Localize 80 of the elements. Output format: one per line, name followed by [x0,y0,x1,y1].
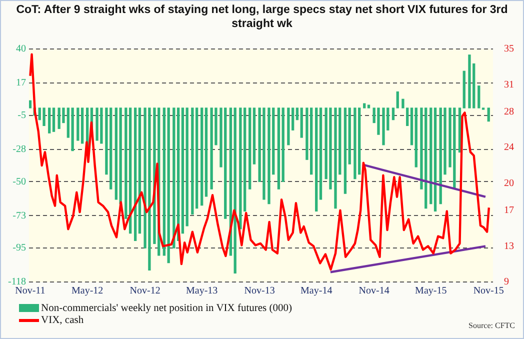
y2-tick-label: 9 [504,276,509,288]
bar [52,108,56,132]
bar [28,100,32,108]
bar [191,108,194,214]
bar [414,108,418,168]
bar [344,108,347,194]
bar [282,108,284,182]
y2-tick-label: 17 [504,204,514,216]
bar [239,108,242,230]
bar [42,108,46,126]
y2-tick-label: 28 [504,106,514,118]
bar [315,108,318,212]
bar [186,108,188,226]
bar [430,108,432,204]
bar [268,108,270,204]
bar [234,108,236,274]
bar [119,108,122,204]
x-tick-label: May-14 [300,286,332,297]
bar [478,86,480,108]
bar [114,108,118,200]
y2-tick-label: 31 [504,79,514,90]
legend-label: Non-commercials' weekly net position in VIX futures (000) [41,302,292,314]
bar [76,108,80,141]
y2-tick-label: 35 [504,44,514,55]
y-tick-label: 17 [16,78,26,89]
bar [124,108,128,219]
bar [487,108,490,122]
y-tick-label: -5 [18,110,26,121]
y-tick-label: -73 [12,210,26,222]
bar [319,108,322,200]
bar [367,104,370,108]
x-tick-label: Nov-15 [473,286,504,297]
bar [80,108,84,144]
x-tick-label: May-15 [415,286,447,297]
bar [329,108,332,190]
bar [354,108,356,180]
bar [377,108,380,135]
bar [200,108,204,206]
y-tick-label: -50 [12,176,26,188]
bar [382,108,385,146]
x-tick-label: Nov-13 [244,286,275,297]
bar [468,54,471,108]
legend-label: VIX, cash [41,314,84,326]
bar [128,108,132,234]
bar [181,108,184,234]
bar [248,108,252,190]
bar [348,108,351,164]
x-tick-label: Nov-11 [15,286,46,297]
chart-title: CoT: After 9 straight wks of staying net long, large specs stay net short VIX futures for 3rd straight wk [15,3,509,31]
source-note: Source: CFTC [468,321,515,330]
y2-tick-label: 13 [504,240,514,252]
bar [167,108,170,264]
y-tick-label: -95 [12,242,26,254]
bar [48,108,51,134]
bar [300,108,303,138]
x-tick-label: May-12 [71,286,104,297]
bar [172,108,176,248]
bar [287,108,290,146]
y-tick-label: 40 [16,44,26,55]
bar [296,108,299,120]
bar [434,108,437,212]
bar [204,108,208,197]
y-tick-label: -28 [12,144,26,155]
bar [134,108,137,242]
bar [396,91,399,108]
bar [334,108,337,209]
x-tick-label: Nov-14 [358,286,390,297]
bar [363,103,366,108]
bar [410,108,414,146]
y-tick-label: -118 [8,276,26,288]
x-tick-label: May-13 [186,286,218,297]
y2-tick-label: 20 [504,178,514,190]
bar [71,108,74,152]
bar [138,108,142,234]
bar [392,108,395,120]
bar [462,70,466,108]
y2-tick-label: 24 [504,142,514,154]
x-tick-label: Nov-12 [130,286,160,297]
bar [252,108,256,164]
bar [277,108,280,190]
